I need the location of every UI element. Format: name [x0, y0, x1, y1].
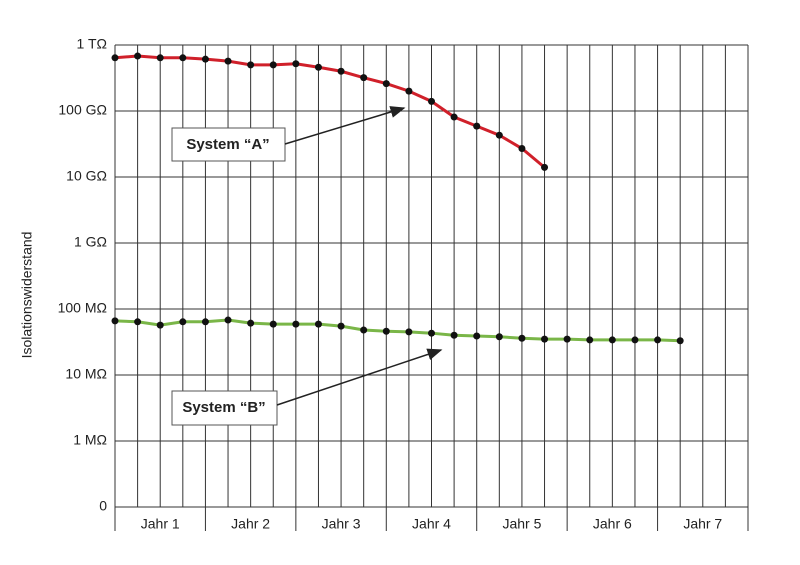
data-point — [541, 163, 549, 171]
data-point — [405, 328, 413, 336]
y-tick-label: 10 MΩ — [65, 366, 107, 382]
data-point — [292, 60, 300, 68]
x-tick-label: Jahr 7 — [683, 516, 722, 532]
data-point — [111, 317, 119, 325]
data-point — [382, 327, 390, 335]
data-point — [676, 337, 684, 345]
x-tick-label: Jahr 1 — [141, 516, 180, 532]
data-point — [269, 320, 277, 328]
y-tick-label: 1 GΩ — [74, 234, 107, 250]
data-point — [201, 318, 209, 326]
series-label: System “B” — [182, 399, 265, 416]
data-point — [518, 145, 526, 153]
data-point — [314, 63, 322, 71]
data-point — [541, 335, 549, 343]
y-tick-label: 100 MΩ — [58, 300, 107, 316]
annotation-arrow — [276, 348, 443, 406]
y-tick-label: 0 — [99, 498, 107, 514]
data-point — [473, 122, 481, 130]
data-point — [224, 57, 232, 65]
data-point — [382, 80, 390, 88]
x-tick-label: Jahr 6 — [593, 516, 632, 532]
data-point — [292, 320, 300, 328]
data-point — [608, 336, 616, 344]
data-point — [450, 331, 458, 339]
data-point — [247, 319, 255, 327]
data-point — [156, 54, 164, 62]
y-tick-label: 1 MΩ — [73, 432, 107, 448]
data-point — [473, 332, 481, 340]
data-point — [495, 333, 503, 341]
data-point — [134, 318, 142, 326]
series-line — [114, 318, 681, 343]
data-point — [405, 87, 413, 95]
data-point — [518, 334, 526, 342]
y-axis-label: Isolationswiderstand — [19, 232, 35, 359]
data-point — [654, 336, 662, 344]
data-point — [563, 335, 571, 343]
plot-area: Jahr 1 Jahr 2 Jahr 3 Jahr 4 Jahr 5 Jahr 6 Jahr… — [58, 36, 749, 532]
y-tick-label: 10 GΩ — [66, 168, 107, 184]
annotation-box — [171, 127, 286, 162]
x-tick-label: Jahr 2 — [231, 516, 270, 532]
data-point — [179, 54, 187, 62]
data-point — [224, 316, 232, 324]
data-point — [495, 131, 503, 139]
data-point — [428, 97, 435, 105]
data-point — [247, 61, 255, 69]
y-tick-label: 1 TΩ — [77, 36, 107, 52]
data-point — [314, 320, 322, 328]
annotation-box — [171, 390, 278, 426]
data-point — [179, 318, 187, 326]
data-point — [360, 326, 368, 334]
data-point — [156, 321, 164, 329]
data-point — [586, 336, 594, 344]
annotation-arrow — [284, 106, 406, 145]
data-point — [337, 322, 345, 330]
data-point — [134, 52, 142, 60]
series-label: System “A” — [186, 136, 269, 153]
series-line — [114, 54, 546, 169]
data-point — [337, 67, 345, 75]
data-point — [111, 54, 119, 62]
data-point — [631, 336, 639, 344]
data-point — [450, 113, 458, 121]
x-tick-label: Jahr 5 — [502, 516, 541, 532]
data-point — [201, 55, 209, 63]
data-point — [428, 329, 435, 337]
x-tick-label: Jahr 3 — [322, 516, 361, 532]
y-tick-label: 100 GΩ — [58, 102, 107, 118]
x-tick-label: Jahr 4 — [412, 516, 451, 532]
data-point — [269, 61, 277, 69]
data-point — [360, 74, 368, 82]
